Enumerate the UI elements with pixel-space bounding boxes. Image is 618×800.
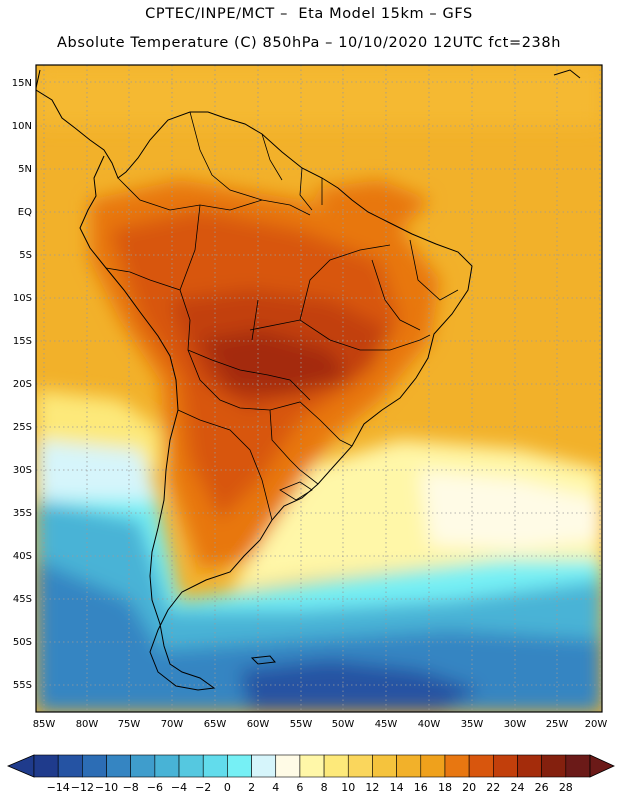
colorbar-swatch [33,754,59,778]
lon-label: 45W [375,719,398,730]
lat-label: 5S [19,250,32,261]
colorbar-swatch [372,754,397,778]
lon-label: 80W [76,719,99,730]
colorbar-label: −8 [123,781,139,794]
lat-label: 20S [13,379,32,390]
lon-label: 25W [546,719,569,730]
colorbar-label: 6 [296,781,303,794]
colorbar-label: −10 [95,781,118,794]
colorbar-swatch [202,754,228,778]
colorbar-label: 20 [462,781,476,794]
lon-label: 70W [161,719,184,730]
colorbar-label: 24 [510,781,524,794]
colorbar-swatch [154,754,180,778]
colorbar-label: 10 [341,781,355,794]
lon-label: 30W [504,719,527,730]
colorbar-min-arrow [6,754,35,778]
colorbar-label: 26 [535,781,549,794]
lon-label: 35W [461,719,484,730]
lon-label: 20W [585,719,608,730]
lat-label: 35S [13,508,32,519]
lon-label: 55W [290,719,313,730]
colorbar-swatch [493,754,518,778]
lon-label: 60W [247,719,270,730]
colorbar-label: 4 [272,781,279,794]
colorbar-swatch [565,754,591,778]
colorbar-label: −2 [195,781,211,794]
colorbar-swatch [347,754,373,778]
colorbar-label: 28 [559,781,573,794]
colorbar-swatch [106,754,131,778]
colorbar: −14 −12 −10 −8 −6 −4 −2 0 2 4 6 8 10 12 14 16 18 20 22 24 26… [6,754,615,794]
lat-label: 55S [13,680,32,691]
colorbar-swatch [178,754,204,778]
country-borders [105,111,459,521]
colorbar-label: −12 [71,781,94,794]
colorbar-label: −6 [147,781,163,794]
temperature-field [36,65,602,712]
colorbar-swatch [517,754,542,778]
colorbar-label: 22 [486,781,500,794]
lat-label: 15N [12,78,32,89]
lat-label: 15S [13,336,32,347]
colorbar-swatch [82,754,107,778]
colorbar-swatch [275,754,301,778]
coastline [36,69,581,691]
lon-label: 85W [33,719,56,730]
colorbar-label: 12 [365,781,379,794]
latitude-axis: 15N 10N 5N EQ 5S 10S 15S 20S 25S 30S 35S… [12,78,32,691]
colorbar-label: 2 [248,781,255,794]
colorbar-swatch [396,754,422,778]
lat-label: 40S [13,551,32,562]
colorbar-swatch [227,754,252,778]
lat-label: 10N [12,121,32,132]
lat-label: 45S [13,594,32,605]
colorbar-label: −4 [171,781,187,794]
chart-title-line1: CPTEC/INPE/MCT – Eta Model 15km – GFS [145,6,473,22]
longitude-axis: 85W 80W 75W 70W 65W 60W 55W 50W 45W 40W … [33,719,608,730]
lat-label: EQ [18,207,32,218]
colorbar-swatch [541,754,567,778]
colorbar-label: 8 [321,781,328,794]
colorbar-swatch [468,754,494,778]
colorbar-swatch [299,754,325,778]
colorbar-swatch [130,754,156,778]
lat-label: 30S [13,465,32,476]
lon-label: 75W [118,719,141,730]
lon-label: 40W [418,719,441,730]
colorbar-swatch [323,754,349,778]
lat-label: 50S [13,637,32,648]
colorbar-swatch [444,754,470,778]
colorbar-swatch [251,754,277,778]
colorbar-label: 18 [438,781,452,794]
colorbar-swatch [420,754,446,778]
colorbar-swatch [57,754,83,778]
lat-label: 5N [18,164,32,175]
map-frame [35,64,603,713]
colorbar-label: 14 [390,781,404,794]
lat-label: 10S [13,293,32,304]
lon-label: 50W [332,719,355,730]
lat-label: 25S [13,422,32,433]
chart-title-line2: Absolute Temperature (C) 850hPa – 10/10/… [57,35,561,51]
lon-label: 65W [204,719,227,730]
colorbar-label: 0 [224,781,231,794]
colorbar-max-arrow [589,754,615,778]
colorbar-label: 16 [414,781,428,794]
colorbar-label: −14 [47,781,70,794]
